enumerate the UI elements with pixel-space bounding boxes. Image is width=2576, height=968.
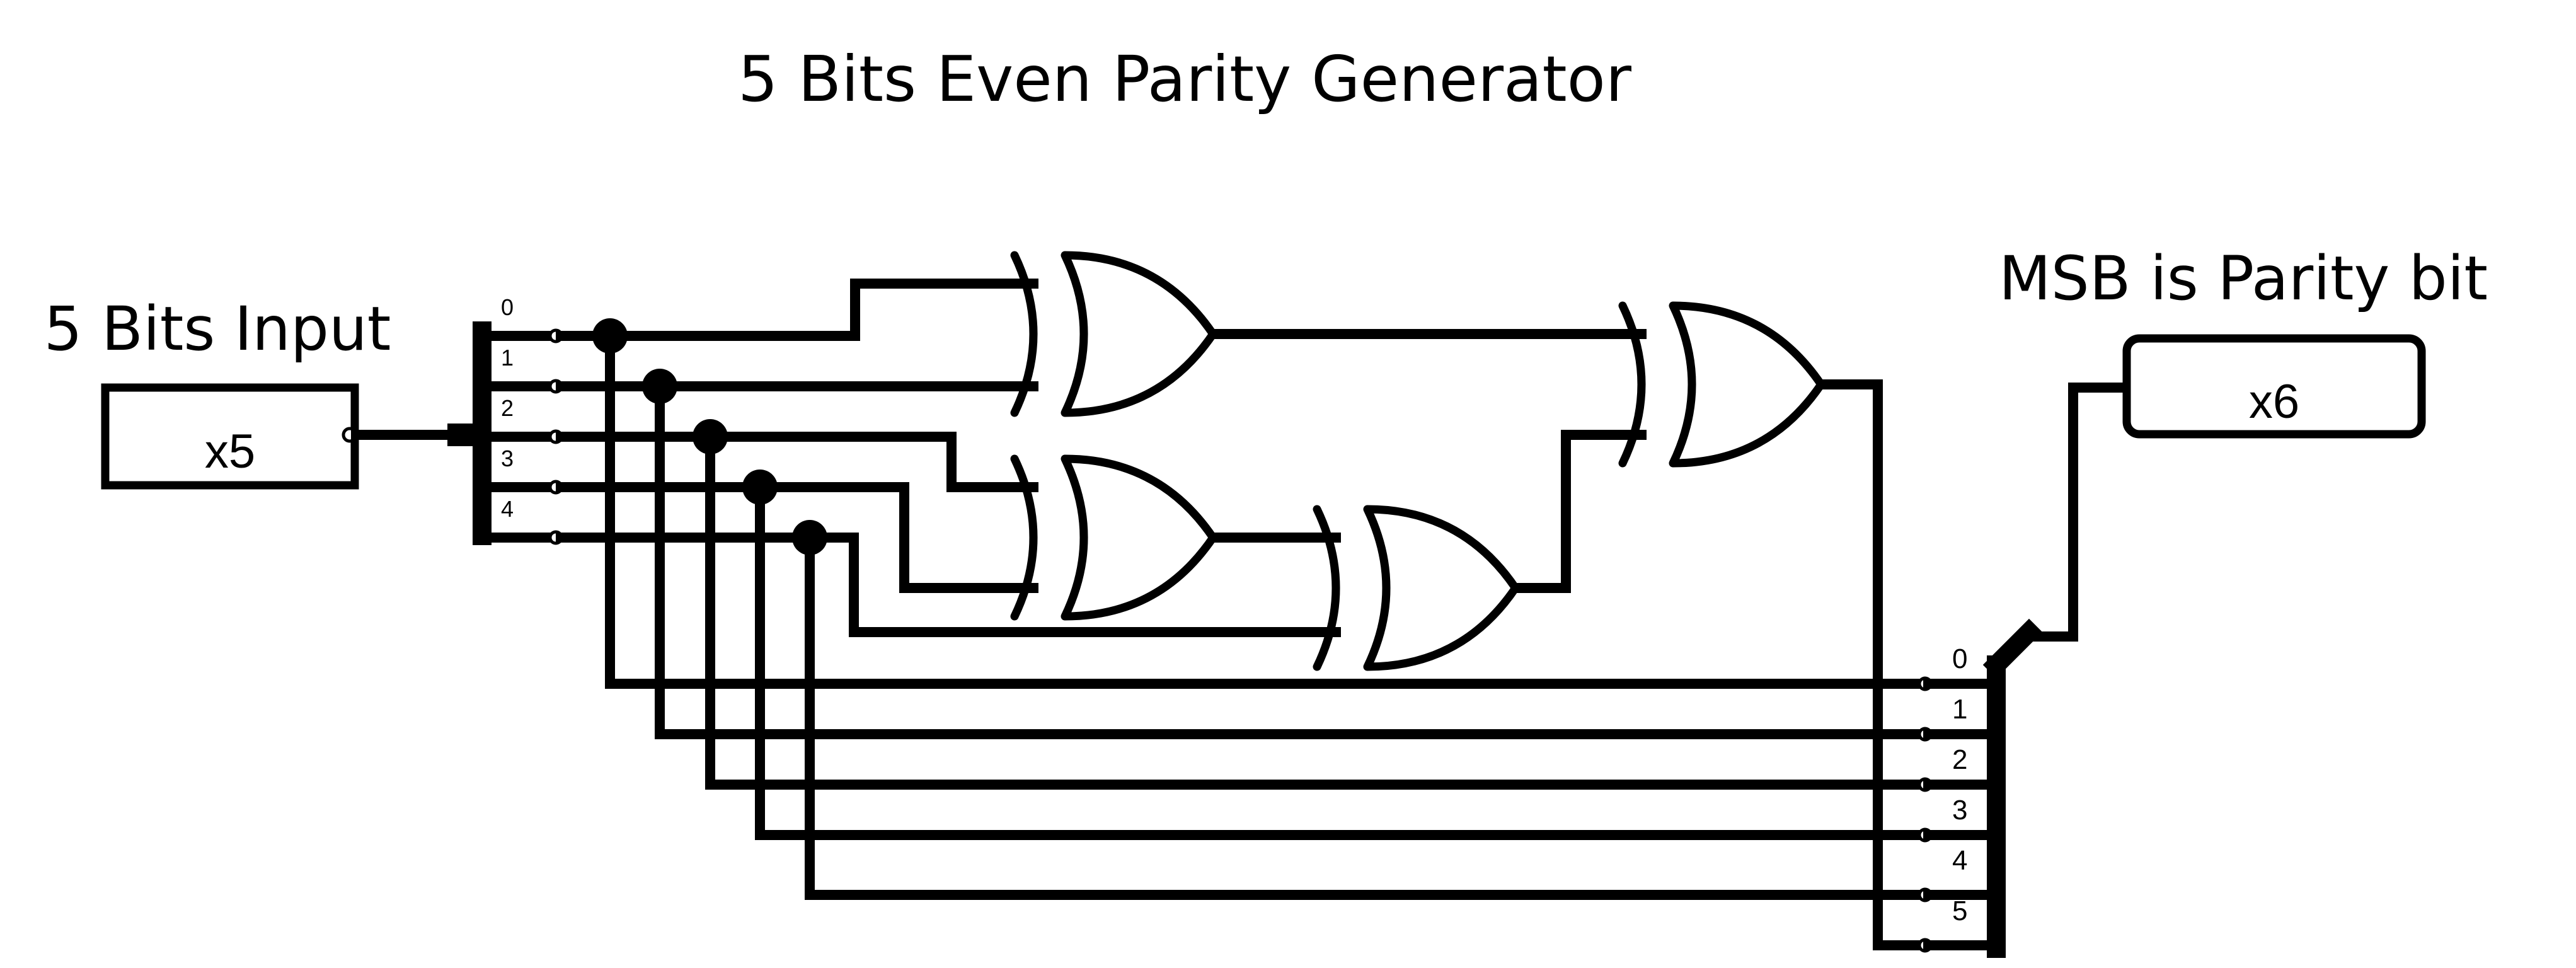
xor-gate-4[interactable]: [1618, 301, 1826, 468]
output-bit-label-4: 4: [1952, 845, 1967, 876]
output-bit-label-2: 2: [1952, 744, 1967, 775]
output-splitter-pins: [1918, 676, 1933, 953]
output-bit-label-3: 3: [1952, 795, 1967, 826]
input-bit-label-3: 3: [501, 446, 514, 471]
bit-branch-wires: [605, 331, 1933, 900]
input-bit-label-2: 2: [501, 395, 514, 421]
xor-gate-1[interactable]: [1010, 251, 1217, 417]
input-splitter-taps: [477, 331, 566, 543]
input-bit-label-4: 4: [501, 496, 514, 522]
input-value: x5: [205, 425, 255, 478]
input-box[interactable]: [101, 383, 359, 490]
output-wire: [2021, 383, 2132, 642]
input-bit-label-1: 1: [501, 345, 514, 371]
output-value: x6: [2249, 375, 2299, 429]
diagram-title: 5 Bits Even Parity Generator: [738, 42, 1632, 116]
output-bit-label-1: 1: [1952, 694, 1967, 725]
xor-gate-2[interactable]: [1010, 454, 1217, 621]
input-bus-connector: [447, 424, 476, 446]
output-splitter-taps: [1923, 679, 1992, 950]
input-caption: 5 Bits Input: [44, 294, 391, 364]
output-box[interactable]: [2122, 334, 2426, 439]
input-bit-label-0: 0: [501, 294, 514, 320]
xor-gate-3[interactable]: [1313, 505, 1520, 671]
junction-dots: [592, 318, 827, 555]
output-bit-label-5: 5: [1952, 896, 1967, 926]
output-bit-label-0: 0: [1952, 643, 1967, 674]
output-caption: MSB is Parity bit: [1999, 243, 2488, 314]
